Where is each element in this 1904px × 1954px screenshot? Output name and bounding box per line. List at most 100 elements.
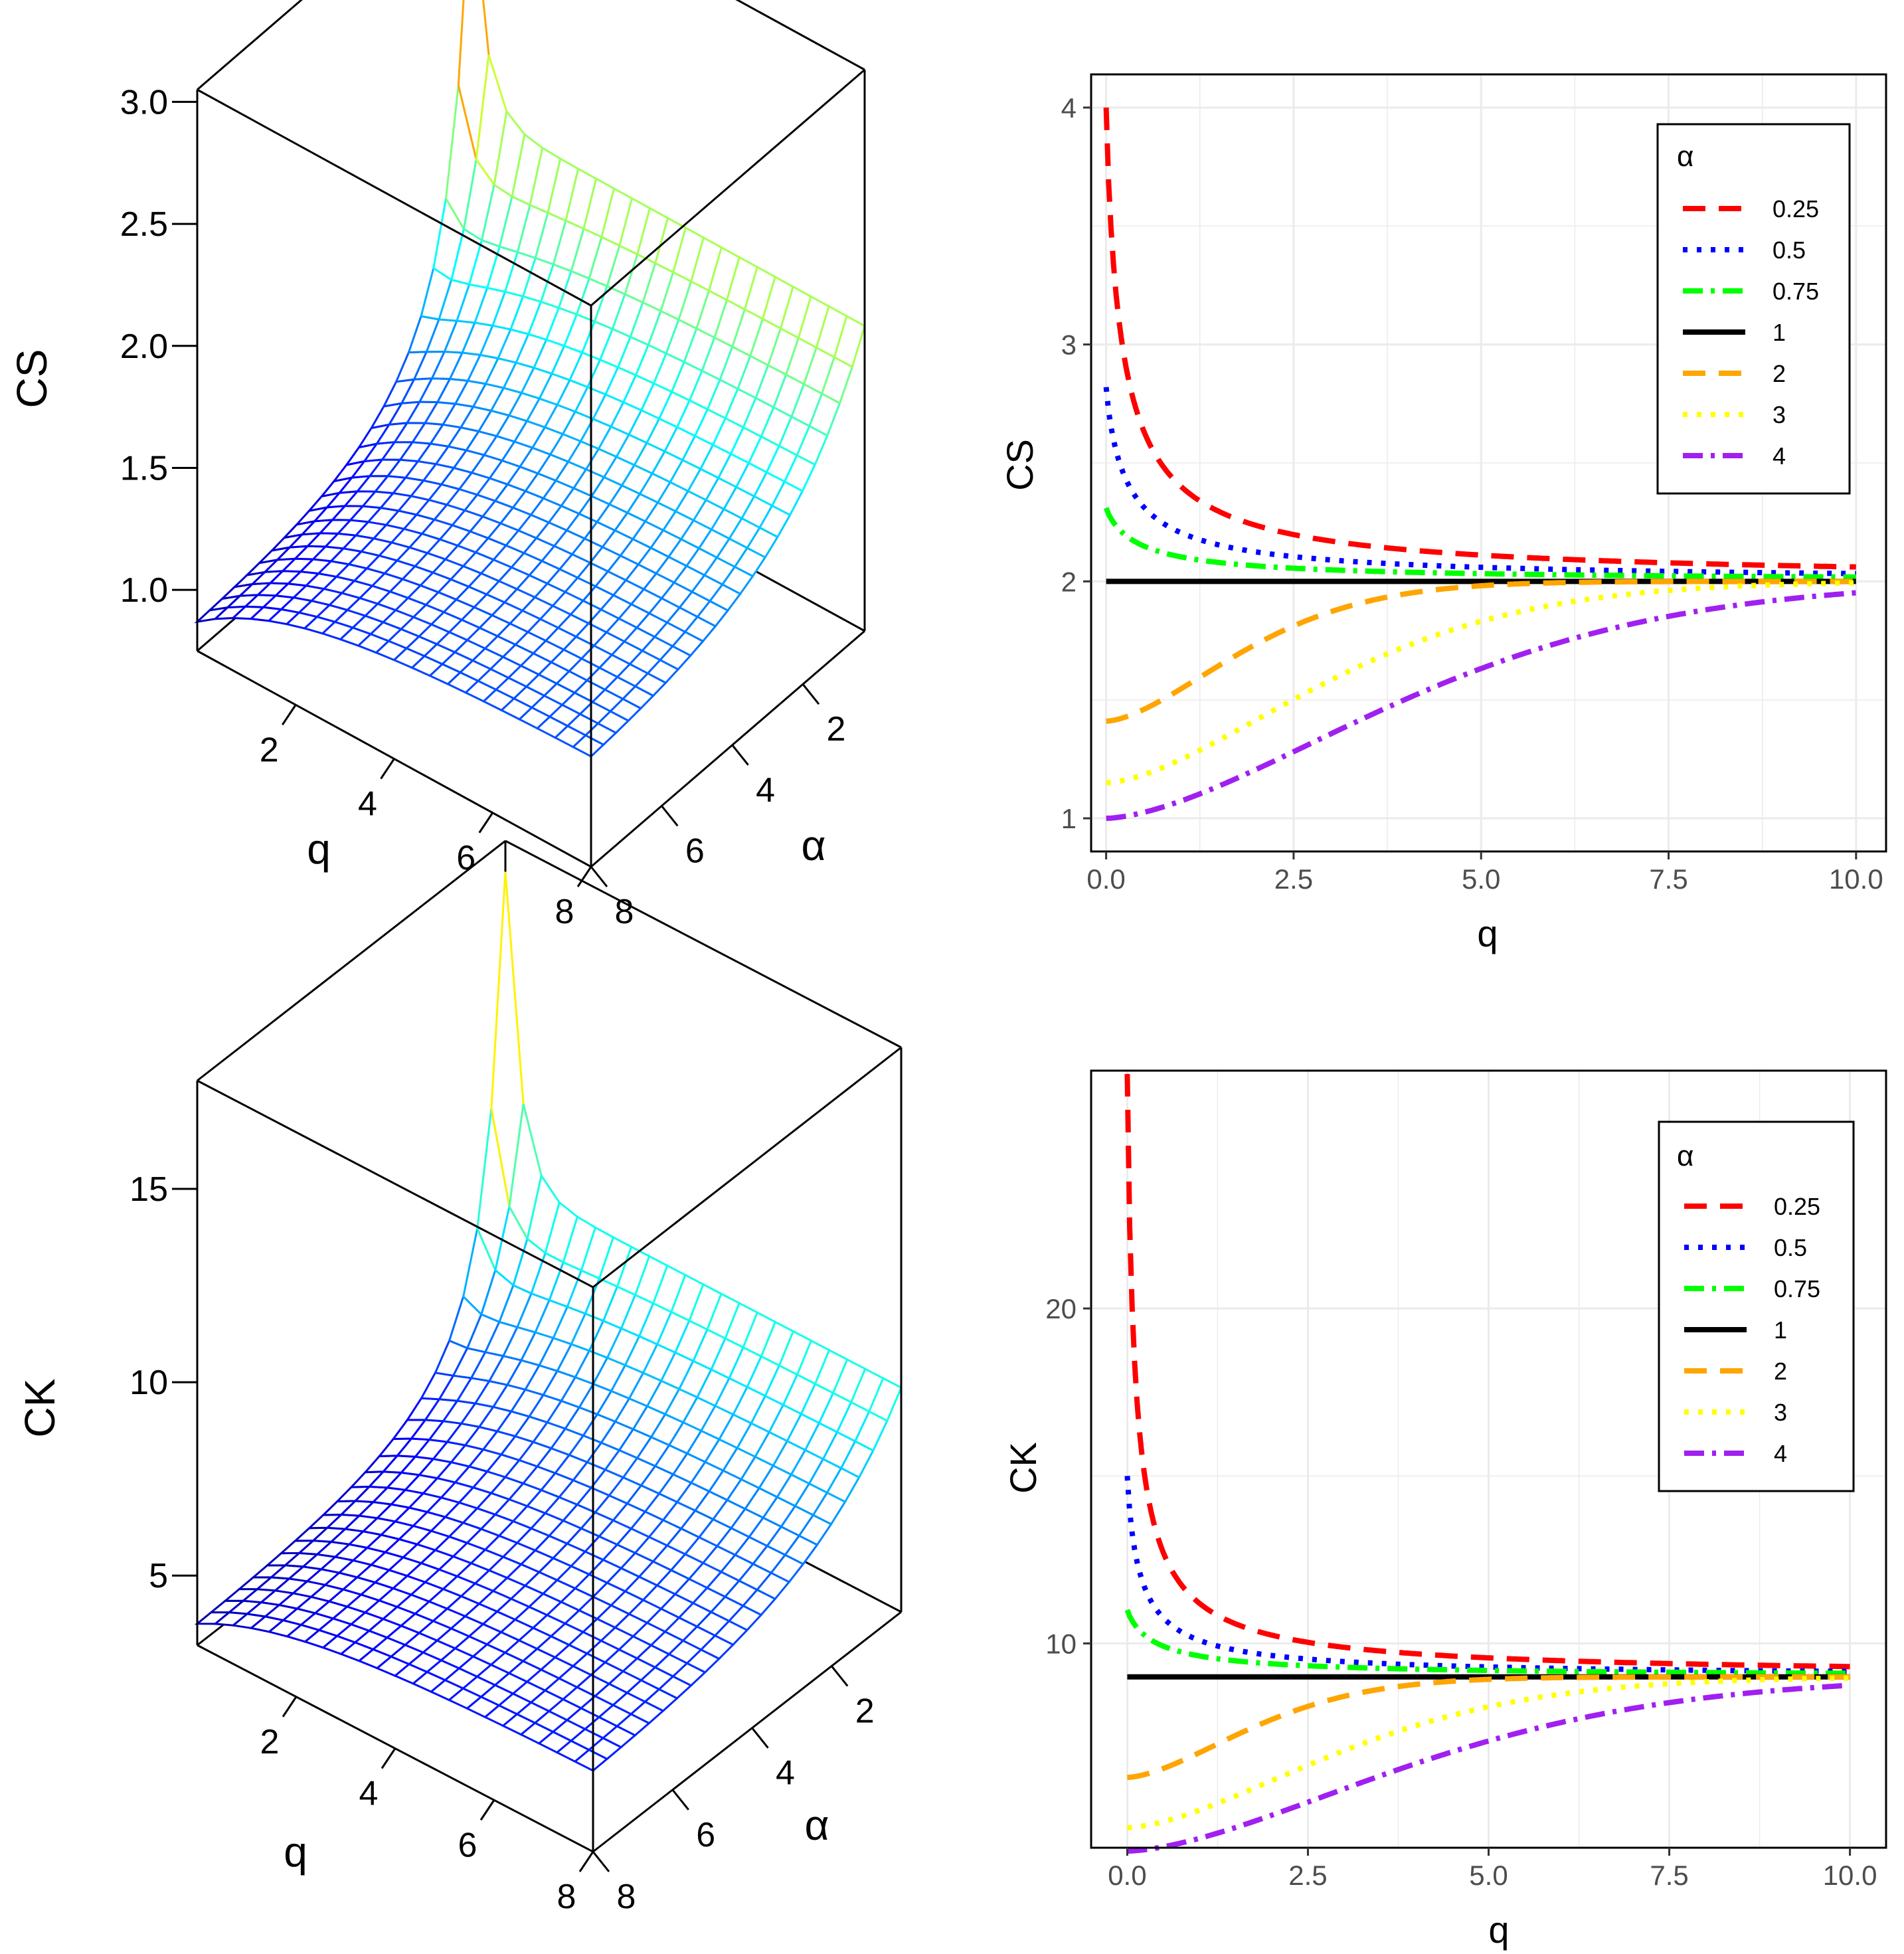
ck-legend: α 0.25 0.5 0.75 1 2 3 4 bbox=[1658, 1120, 1855, 1492]
series-line-3 bbox=[1127, 1675, 1850, 1830]
legend-label: 0.5 bbox=[1774, 1234, 1807, 1261]
x-tick-label: 2.5 bbox=[1288, 1860, 1327, 1891]
alpha-tick-mark bbox=[731, 744, 749, 766]
series-line-0.5 bbox=[1103, 387, 1856, 577]
box-edge bbox=[197, 1079, 594, 1288]
alpha-tick-label: 2 bbox=[855, 1692, 875, 1731]
alpha-tick-label: 6 bbox=[685, 832, 705, 870]
series-line-0.75 bbox=[1124, 1609, 1850, 1676]
cs-3d-q-label: q bbox=[307, 825, 331, 873]
y-tick-label: 10 bbox=[1045, 1628, 1077, 1659]
z-tick-label: 1.5 bbox=[120, 449, 168, 488]
box-edge bbox=[590, 630, 865, 868]
alpha-tick-label: 4 bbox=[756, 771, 775, 810]
ck-2d-y-label: CK bbox=[1002, 1442, 1044, 1494]
ck-3d-z-label: CK bbox=[16, 1379, 64, 1438]
alpha-tick-mark bbox=[831, 1665, 849, 1687]
z-tick-label: 5 bbox=[149, 1557, 168, 1595]
legend-label: 1 bbox=[1773, 319, 1786, 346]
x-tick-label: 2.5 bbox=[1274, 863, 1313, 895]
z-tick-label: 10 bbox=[130, 1364, 168, 1402]
x-tick-label: 7.5 bbox=[1650, 1860, 1688, 1891]
alpha-tick-label: 8 bbox=[617, 1878, 636, 1916]
cs-surface-mesh bbox=[194, 0, 866, 758]
x-tick-label: 10.0 bbox=[1829, 863, 1883, 895]
q-tick-mark bbox=[282, 1696, 298, 1718]
series-line-4 bbox=[1127, 1682, 1850, 1854]
box-edge bbox=[197, 840, 506, 1082]
ck-3d-alpha-label: α bbox=[805, 1801, 829, 1849]
q-tick-mark bbox=[381, 1747, 396, 1769]
legend-label: 0.75 bbox=[1773, 278, 1819, 305]
q-tick-mark bbox=[478, 812, 493, 834]
alpha-tick-mark bbox=[751, 1727, 769, 1749]
q-tick-mark bbox=[380, 758, 395, 780]
alpha-tick-label: 2 bbox=[827, 710, 846, 749]
q-tick-label: 6 bbox=[458, 1826, 477, 1864]
z-tick-label: 2.0 bbox=[120, 327, 168, 366]
legend-label: 4 bbox=[1773, 442, 1786, 470]
alpha-tick-label: 4 bbox=[776, 1754, 795, 1793]
series-line-4 bbox=[1106, 590, 1857, 822]
q-tick-label: 8 bbox=[557, 1878, 576, 1916]
box-edge bbox=[735, 0, 865, 71]
cs-2d-x-label: q bbox=[1477, 913, 1498, 954]
cs-legend: α 0.25 0.5 0.75 1 2 3 4 bbox=[1656, 123, 1851, 495]
y-tick-label: 1 bbox=[1061, 803, 1077, 834]
alpha-tick-label: 6 bbox=[696, 1816, 715, 1854]
series-line-0.25 bbox=[1124, 1073, 1850, 1670]
q-tick-mark bbox=[282, 704, 297, 726]
legend-label: 2 bbox=[1773, 360, 1786, 387]
z-tick-label: 2.5 bbox=[120, 205, 168, 244]
legend-label: 0.25 bbox=[1774, 1193, 1820, 1220]
q-tick-mark bbox=[578, 1851, 594, 1872]
box-edge bbox=[590, 68, 865, 307]
x-tick-label: 0.0 bbox=[1108, 1860, 1146, 1891]
q-tick-mark bbox=[479, 1799, 495, 1821]
ck-2d-x-label: q bbox=[1488, 1909, 1509, 1951]
cs-legend-title: α bbox=[1677, 140, 1693, 173]
alpha-tick-mark bbox=[590, 866, 608, 887]
cs-2d-y-label: CS bbox=[999, 439, 1041, 491]
legend-label: 0.25 bbox=[1773, 195, 1819, 222]
legend-label: 0.75 bbox=[1774, 1275, 1820, 1302]
q-tick-mark bbox=[576, 866, 592, 887]
ck-legend-title: α bbox=[1677, 1140, 1693, 1172]
x-tick-label: 7.5 bbox=[1649, 863, 1688, 895]
legend-label: 0.5 bbox=[1773, 236, 1806, 264]
box-edge bbox=[592, 1046, 902, 1288]
series-line-2 bbox=[1127, 1674, 1850, 1781]
x-tick-label: 5.0 bbox=[1462, 863, 1500, 895]
legend-label: 3 bbox=[1774, 1399, 1787, 1426]
q-tick-label: 4 bbox=[359, 1775, 379, 1813]
box-edge bbox=[197, 0, 303, 91]
y-tick-label: 20 bbox=[1045, 1293, 1077, 1324]
cs-3d-alpha-label: α bbox=[802, 822, 826, 869]
x-tick-label: 5.0 bbox=[1469, 1860, 1508, 1891]
box-edge bbox=[592, 1611, 902, 1853]
q-tick-label: 8 bbox=[555, 893, 574, 931]
alpha-tick-mark bbox=[671, 1789, 689, 1811]
box-edge bbox=[197, 88, 592, 307]
q-tick-label: 2 bbox=[260, 731, 279, 769]
x-tick-label: 0.0 bbox=[1086, 863, 1125, 895]
ck-surface-mesh bbox=[194, 871, 903, 1772]
ck-3d-surface-panel: 5 10 15 2 4 6 8 2 4 6 8 CK q α bbox=[16, 840, 903, 1916]
q-tick-label: 2 bbox=[260, 1723, 280, 1761]
q-tick-label: 4 bbox=[358, 785, 377, 824]
y-tick-label: 4 bbox=[1061, 92, 1077, 124]
cs-3d-z-label: CS bbox=[8, 349, 56, 408]
series-line-0.75 bbox=[1103, 507, 1856, 580]
ck-3d-q-label: q bbox=[284, 1828, 307, 1876]
cs-line-chart-panel: 0.0 2.5 5.0 7.5 10.0 1 2 3 4 q CS α 0.25 0.5 0.75 1… bbox=[999, 73, 1887, 954]
legend-label: 4 bbox=[1774, 1440, 1787, 1467]
legend-label: 2 bbox=[1774, 1358, 1787, 1385]
series-line-2 bbox=[1106, 578, 1856, 724]
y-tick-label: 3 bbox=[1061, 329, 1077, 361]
ck-line-chart-panel: 0.0 2.5 5.0 7.5 10.0 10 20 q CK α 0.25 0.5 0.75 1… bbox=[1002, 1069, 1887, 1951]
z-tick-label: 15 bbox=[130, 1170, 168, 1209]
alpha-tick-mark bbox=[661, 805, 679, 827]
surface-cell bbox=[833, 314, 866, 369]
